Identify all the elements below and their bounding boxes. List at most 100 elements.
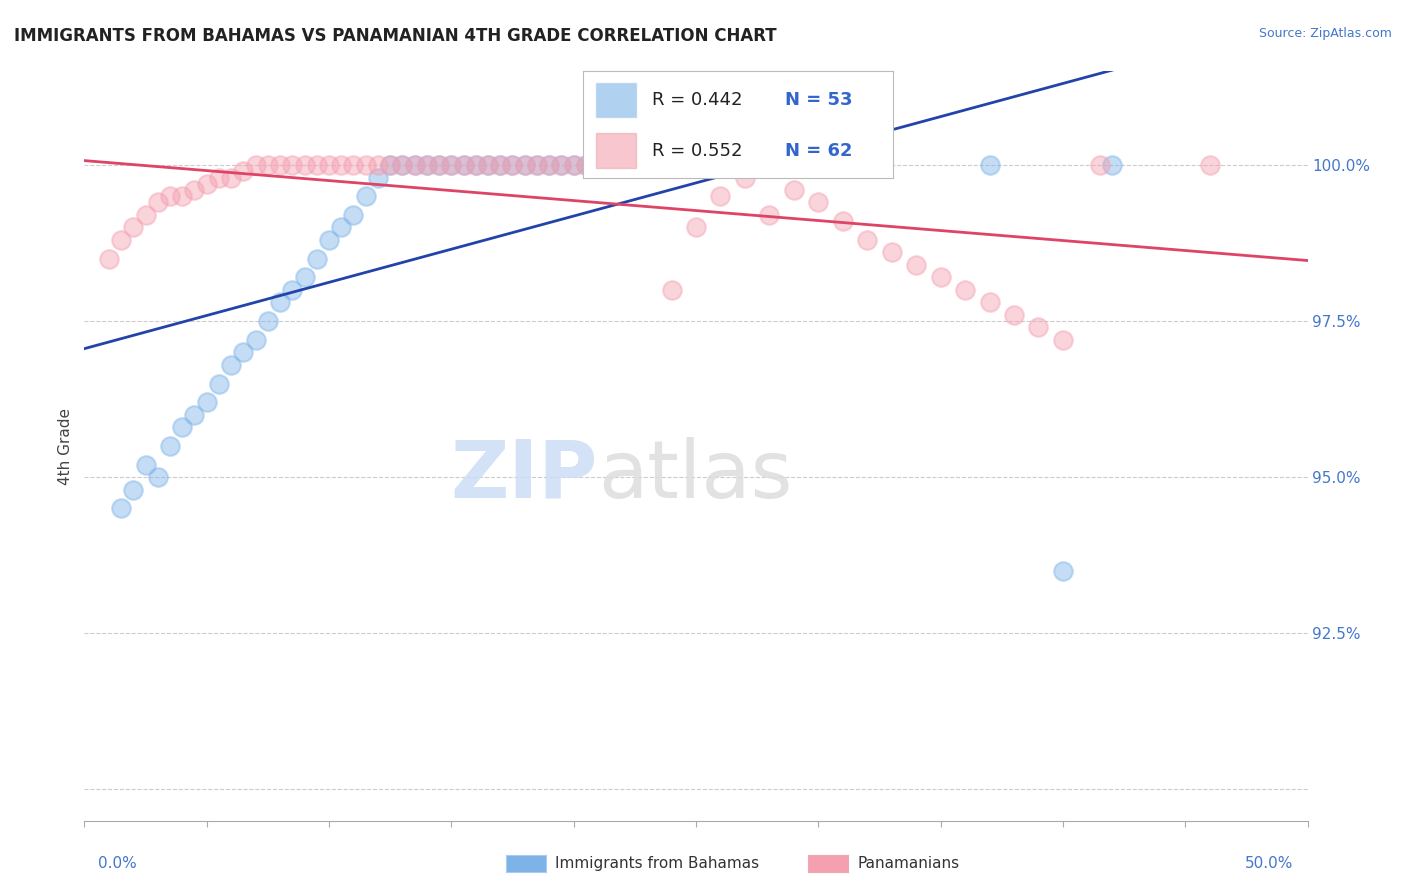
Point [208,170,231,185]
Point [281,283,304,297]
Point [380,158,402,172]
Text: Immigrants from Bahamas: Immigrants from Bahamas [555,856,759,871]
Point [172,420,194,434]
Point [416,158,439,172]
Point [758,158,780,172]
Point [354,158,377,172]
Point [440,158,463,172]
Point [636,158,658,172]
Text: atlas: atlas [598,437,793,515]
Point [110,233,132,247]
Point [427,158,450,172]
Point [391,158,413,172]
Text: R = 0.552: R = 0.552 [651,142,742,160]
Point [183,183,205,197]
Point [219,358,242,372]
Text: IMMIGRANTS FROM BAHAMAS VS PANAMANIAN 4TH GRADE CORRELATION CHART: IMMIGRANTS FROM BAHAMAS VS PANAMANIAN 4T… [14,27,776,45]
Point [758,208,780,222]
Point [489,158,512,172]
Point [159,439,181,453]
Point [599,158,621,172]
Point [502,158,524,172]
Point [1002,308,1025,322]
Point [183,408,205,422]
Text: ZIP: ZIP [451,437,598,515]
Point [281,158,304,172]
Point [586,158,609,172]
Point [1052,564,1074,578]
Point [453,158,475,172]
Point [734,158,756,172]
Point [880,245,903,260]
Point [953,283,976,297]
Point [661,158,683,172]
Point [575,158,598,172]
Point [979,158,1001,172]
Point [305,252,328,266]
Point [195,395,218,409]
FancyBboxPatch shape [596,83,636,118]
Point [245,158,267,172]
Point [612,158,634,172]
Point [709,158,731,172]
Text: N = 53: N = 53 [785,91,852,109]
Point [159,189,181,203]
Point [929,270,952,285]
Point [477,158,499,172]
Point [195,177,218,191]
Point [464,158,486,172]
Point [783,183,806,197]
Text: Source: ZipAtlas.com: Source: ZipAtlas.com [1258,27,1392,40]
Text: 50.0%: 50.0% [1246,856,1294,871]
Point [526,158,548,172]
Point [1198,158,1220,172]
Point [391,158,413,172]
Y-axis label: 4th Grade: 4th Grade [58,408,73,484]
Point [427,158,450,172]
Point [294,158,316,172]
Point [538,158,561,172]
Point [330,220,353,235]
Point [464,158,486,172]
Point [380,158,402,172]
Point [1028,320,1050,334]
Text: 0.0%: 0.0% [98,856,138,871]
Point [404,158,426,172]
Point [734,170,756,185]
Point [477,158,499,172]
Point [404,158,426,172]
Point [122,483,145,497]
Point [526,158,548,172]
Point [135,458,157,472]
Point [685,158,707,172]
Point [550,158,572,172]
Point [232,164,254,178]
Point [305,158,328,172]
Point [648,158,671,172]
Point [1052,333,1074,347]
Point [318,233,340,247]
Point [489,158,512,172]
Point [294,270,316,285]
Point [257,158,280,172]
Point [831,214,853,228]
Text: N = 62: N = 62 [785,142,852,160]
Point [245,333,267,347]
Point [342,208,364,222]
Text: R = 0.442: R = 0.442 [651,91,742,109]
Point [269,295,291,310]
Point [97,252,120,266]
Point [146,195,169,210]
Point [453,158,475,172]
Point [624,158,647,172]
Point [146,470,169,484]
Point [219,170,242,185]
Point [612,158,634,172]
Point [440,158,463,172]
Point [110,501,132,516]
Point [513,158,536,172]
Point [416,158,439,172]
Point [562,158,585,172]
Point [538,158,561,172]
Point [807,195,830,210]
